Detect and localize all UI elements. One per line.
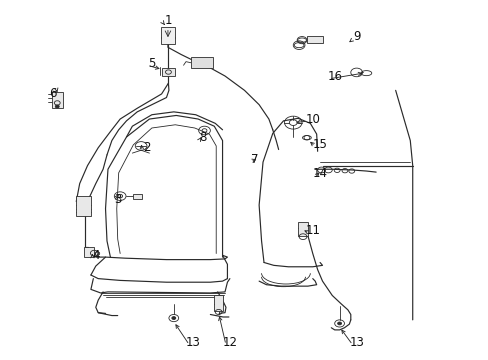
- Text: 2: 2: [143, 141, 150, 154]
- Text: 5: 5: [148, 57, 155, 70]
- Circle shape: [55, 105, 59, 108]
- Bar: [190, 57, 212, 68]
- Text: 11: 11: [305, 224, 320, 237]
- Text: 9: 9: [352, 30, 360, 43]
- Text: 16: 16: [326, 69, 342, 82]
- Bar: [76, 196, 91, 216]
- Bar: [214, 295, 223, 311]
- Circle shape: [171, 317, 175, 319]
- Text: 7: 7: [250, 153, 258, 166]
- Text: 13: 13: [185, 336, 201, 348]
- Bar: [52, 92, 62, 108]
- Circle shape: [337, 322, 341, 325]
- Text: 4: 4: [92, 249, 100, 262]
- Text: 14: 14: [312, 167, 327, 180]
- Bar: [161, 68, 175, 76]
- Bar: [306, 36, 322, 43]
- Bar: [298, 222, 307, 235]
- Text: 1: 1: [165, 14, 172, 27]
- Text: 15: 15: [312, 138, 327, 150]
- Text: 12: 12: [222, 336, 237, 348]
- Text: 3: 3: [114, 193, 121, 206]
- Text: 6: 6: [49, 87, 57, 100]
- Bar: [160, 27, 175, 44]
- Bar: [133, 194, 142, 199]
- Text: 8: 8: [199, 131, 206, 144]
- Text: 13: 13: [348, 336, 364, 348]
- Bar: [83, 247, 94, 257]
- Text: 10: 10: [305, 113, 320, 126]
